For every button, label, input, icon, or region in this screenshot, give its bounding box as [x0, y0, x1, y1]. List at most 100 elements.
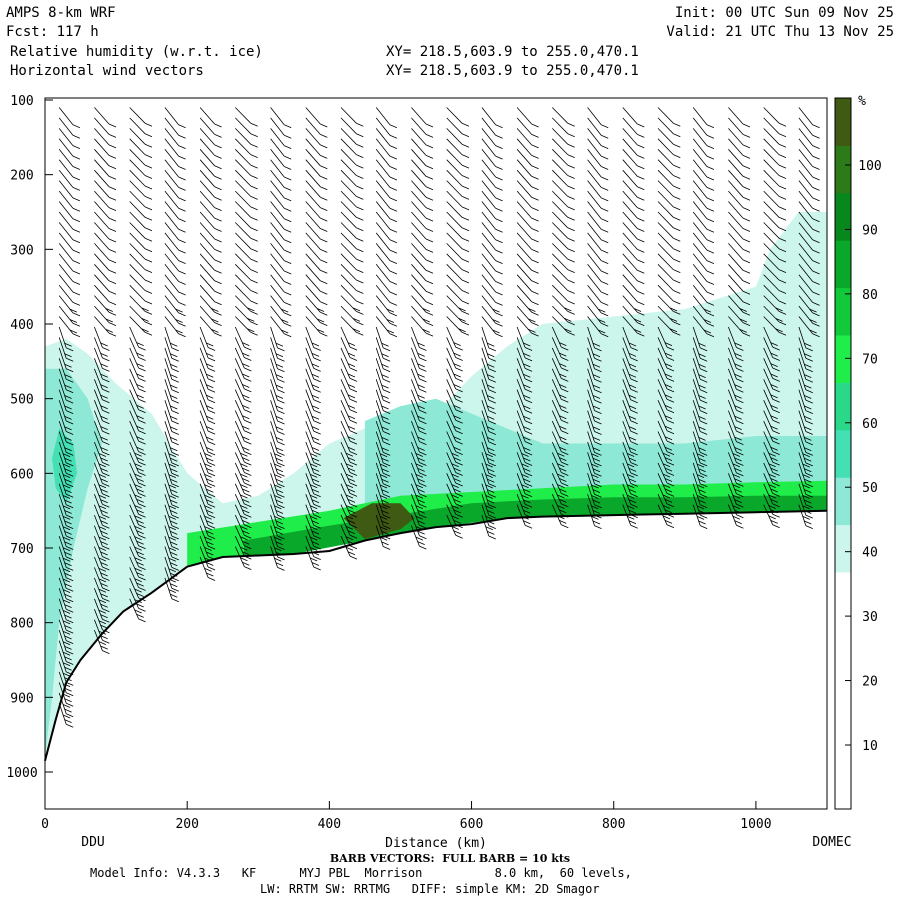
wind-barb	[305, 295, 328, 316]
wind-barb	[94, 128, 117, 149]
wind-barb	[587, 504, 602, 529]
wind-barb	[446, 274, 470, 294]
wind-barb	[305, 358, 321, 383]
wind-barb	[340, 232, 364, 253]
wind-barb	[763, 180, 787, 200]
wind-barb	[446, 452, 463, 476]
wind-barb	[446, 190, 470, 211]
physics-info: LW: RRTM SW: RRTMG DIFF: simple KM: 2D S…	[260, 882, 600, 896]
wind-barb	[411, 232, 434, 253]
colorbar-segment	[835, 429, 851, 478]
wind-barb	[516, 253, 539, 274]
wind-barb	[129, 546, 146, 570]
wind-barb	[587, 211, 609, 233]
wind-barb	[375, 368, 391, 394]
wind-barb	[305, 546, 321, 571]
wind-barb	[622, 483, 638, 508]
wind-barb	[587, 305, 609, 327]
wind-barb	[94, 567, 110, 592]
wind-barb	[164, 169, 186, 191]
wind-barb	[340, 201, 364, 221]
wind-barb	[798, 190, 820, 212]
wind-barb	[94, 190, 117, 211]
wind-barb	[340, 316, 364, 336]
wind-barb	[516, 347, 533, 372]
wind-barb	[164, 473, 179, 498]
wind-barb	[692, 117, 715, 139]
wind-barb	[446, 347, 463, 372]
wind-barb	[446, 159, 470, 179]
wind-barb	[516, 117, 539, 138]
wind-barb	[340, 128, 364, 148]
wind-barb	[270, 232, 292, 254]
wind-barb	[58, 243, 81, 264]
wind-barb	[587, 316, 609, 338]
wind-barb	[164, 347, 179, 373]
wind-barb	[58, 274, 81, 296]
wind-barb	[129, 117, 153, 138]
wind-barb	[552, 159, 575, 179]
wind-barb	[94, 400, 110, 425]
wind-barb	[552, 180, 575, 200]
wind-barb	[516, 431, 533, 456]
wind-barb	[199, 232, 222, 253]
wind-barb	[234, 410, 252, 435]
rh-region-5	[343, 503, 415, 539]
wind-barb	[622, 431, 638, 456]
wind-barb	[305, 462, 321, 487]
wind-barb	[516, 379, 533, 404]
wind-barb	[552, 264, 575, 284]
wind-barb	[270, 159, 292, 181]
wind-barb	[798, 410, 813, 435]
x-tick-label: 400	[318, 817, 341, 832]
wind-barb	[199, 138, 222, 159]
wind-barb	[798, 138, 820, 160]
wind-barb	[411, 149, 434, 170]
wind-barb	[340, 284, 364, 305]
wind-barb	[199, 368, 216, 393]
wind-barb	[199, 347, 216, 372]
x-tick-label: 200	[175, 817, 198, 832]
wind-barb	[481, 274, 503, 296]
wind-barb	[551, 379, 569, 403]
wind-barb	[657, 284, 681, 305]
wind-barb	[763, 117, 787, 138]
wind-barb	[728, 305, 751, 326]
wind-barb	[411, 222, 434, 243]
wind-barb	[657, 431, 675, 455]
wind-barb	[305, 222, 328, 243]
wind-barb	[234, 462, 252, 487]
wind-barb	[587, 441, 602, 467]
wind-barb	[481, 264, 503, 285]
wind-barb	[340, 431, 358, 455]
colorbar-segment	[835, 714, 851, 763]
wind-barb	[763, 128, 787, 148]
wind-barb	[552, 117, 575, 138]
wind-barb	[446, 400, 463, 424]
wind-barb	[375, 379, 391, 404]
wind-barb	[340, 410, 358, 435]
wind-barb	[340, 295, 364, 315]
wind-barb	[340, 494, 358, 518]
wind-barb	[58, 201, 81, 223]
colorbar-segment	[835, 666, 851, 715]
wind-barb	[728, 117, 751, 138]
wind-barb	[94, 284, 117, 306]
wind-barb	[587, 201, 609, 223]
wind-barb	[516, 420, 533, 445]
wind-barb	[270, 222, 292, 244]
wind-barb	[622, 358, 638, 383]
wind-barb	[657, 483, 675, 508]
wind-barb	[481, 462, 496, 488]
wind-barb	[481, 201, 503, 223]
wind-barb	[375, 347, 391, 373]
wind-barb	[692, 201, 715, 223]
wind-barb	[129, 567, 146, 591]
wind-barb	[657, 222, 681, 242]
wind-barb	[411, 138, 434, 159]
wind-barb	[622, 274, 645, 295]
wind-barb	[129, 588, 146, 612]
wind-barb	[763, 138, 787, 158]
wind-barb	[411, 211, 434, 232]
wind-barb	[94, 211, 117, 232]
